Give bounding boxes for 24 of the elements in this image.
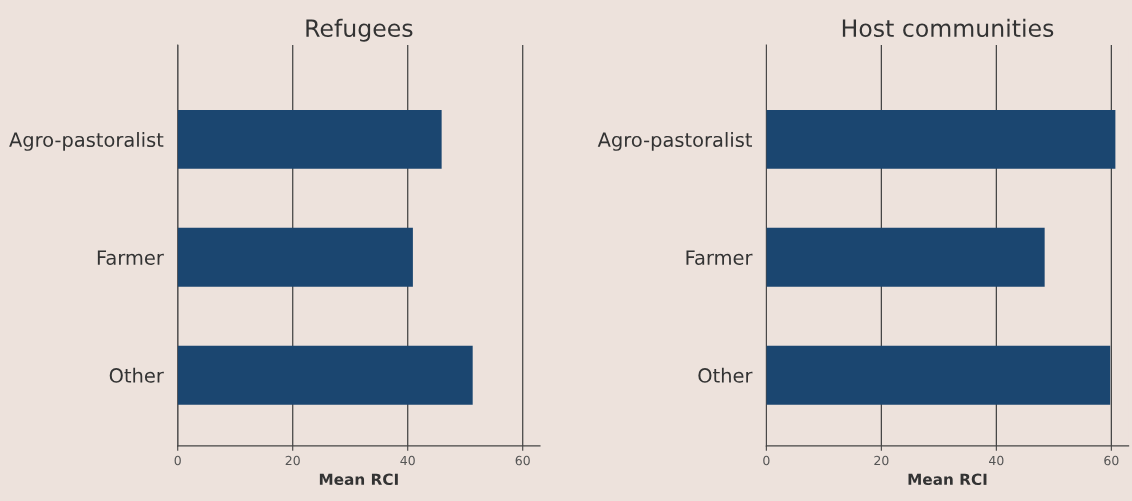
x-tick-label: 20 (285, 455, 300, 466)
x-tick-label: 60 (515, 455, 530, 466)
x-tick-label: 0 (763, 455, 770, 466)
y-tick-label: Agro-pastoralist (597, 132, 753, 151)
x-tick-label: 0 (174, 455, 181, 466)
bar (177, 227, 413, 287)
bar (766, 345, 1111, 405)
bar (766, 227, 1045, 287)
y-tick-label: Agro-pastoralist (9, 132, 164, 151)
x-tick-label: 40 (989, 455, 1004, 466)
x-axis-title: Mean RCI (319, 473, 398, 486)
y-tick-label: Farmer (97, 250, 164, 265)
bar (177, 345, 473, 405)
x-tick-label: 40 (400, 455, 415, 466)
x-tick-label: 20 (874, 455, 889, 466)
x-tick-label: 60 (1104, 455, 1119, 466)
x-axis-title: Mean RCI (908, 473, 987, 486)
y-tick-label: Other (109, 367, 164, 383)
y-tick-label: Other (698, 367, 753, 383)
chart-title: Refugees (306, 18, 413, 42)
bar (177, 109, 442, 169)
y-tick-label: Farmer (686, 250, 753, 265)
bar (766, 109, 1116, 169)
chart-title: Host communities (842, 18, 1054, 38)
